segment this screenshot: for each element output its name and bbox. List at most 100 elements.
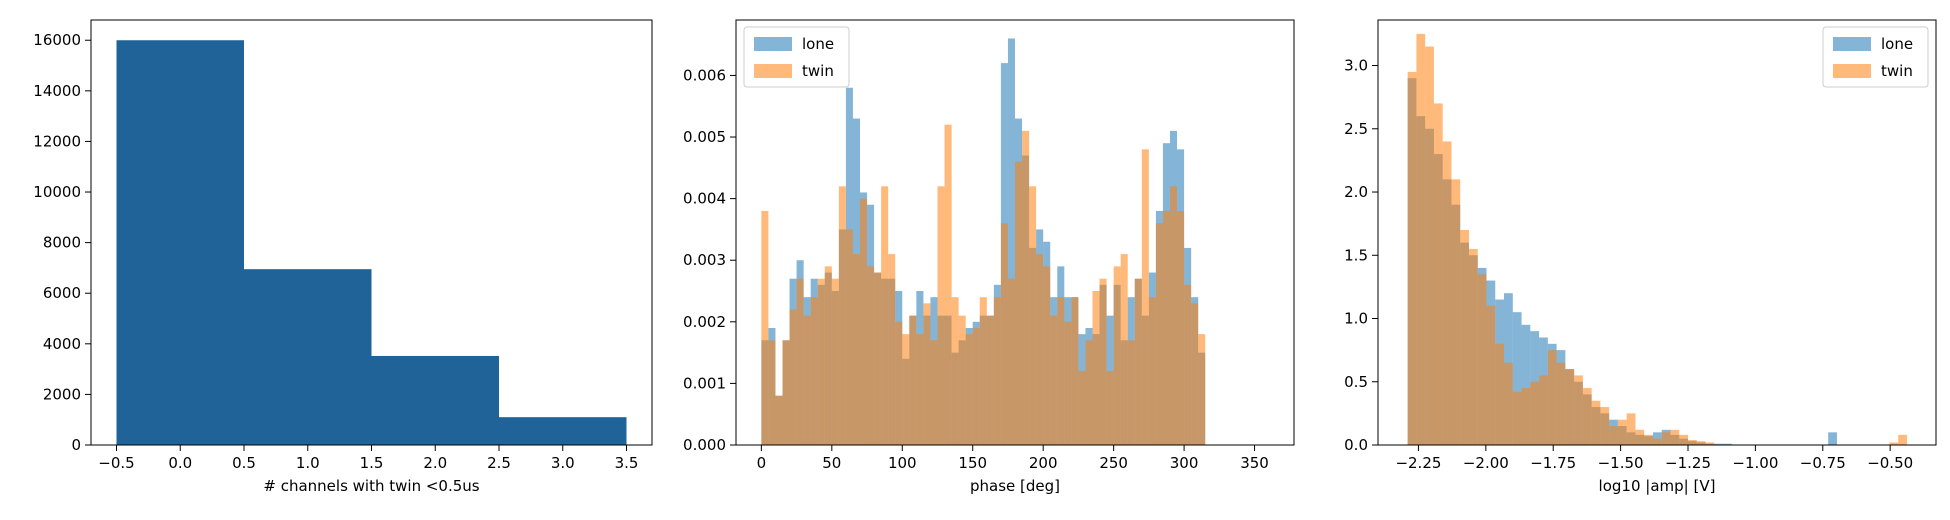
phase-bar-twin — [852, 254, 860, 445]
phase-bar-twin — [951, 297, 959, 445]
phase-bar-lone — [1007, 38, 1015, 445]
phase-bar-twin — [782, 340, 790, 445]
phase-bar-twin — [1085, 340, 1093, 445]
amplitude-legend-label-twin: twin — [1881, 62, 1913, 80]
phase-bar-twin — [1057, 297, 1065, 445]
phase-x-axis: 0 50 100 150 200 250 300 350 — [757, 445, 1269, 472]
phase-bar-twin — [817, 278, 825, 445]
phase-bar-twin — [1007, 278, 1015, 445]
phase-bar-twin — [1198, 334, 1206, 445]
phase-y-tick-label: 0.004 — [683, 190, 726, 208]
phase-legend-label-twin: twin — [802, 62, 834, 80]
phase-bar-twin — [1092, 291, 1100, 445]
phase-y-tick-label: 0.005 — [683, 128, 726, 146]
phase-bar-twin — [1127, 340, 1135, 445]
phase-x-tick-label: 50 — [822, 454, 841, 472]
amplitude-x-axis-label: log10 |amp| [V] — [1599, 477, 1716, 495]
phase-bar-twin — [860, 198, 868, 445]
amplitude-bar-lone — [1521, 324, 1531, 445]
phase-y-tick-label: 0.002 — [683, 313, 726, 331]
panel-amplitude: −2.25 −2.00 −1.75 −1.50 −1.25 −1.00 −0.75 −0.50… — [1344, 19, 1937, 495]
channel-count-y-tick-label: 4000 — [43, 335, 81, 353]
amplitude-bar-twin — [1477, 274, 1487, 445]
amplitude-y-tick-label: 0.0 — [1344, 436, 1368, 454]
channel-count-x-tick-label: −0.5 — [98, 454, 134, 472]
amplitude-y-tick-label: 2.5 — [1344, 120, 1368, 138]
amplitude-legend-swatch-lone — [1833, 37, 1871, 51]
phase-x-tick-label: 150 — [958, 454, 987, 472]
amplitude-bar-lone — [1828, 432, 1837, 445]
amplitude-bar-twin — [1460, 229, 1469, 445]
phase-bar-twin — [944, 124, 952, 445]
channel-count-x-tick-label: 2.0 — [423, 454, 447, 472]
channel-count-y-tick-label: 0 — [71, 436, 81, 454]
phase-bar-twin — [831, 278, 839, 445]
channel-count-y-axis: 0 2000 4000 6000 8000 10000 12000 14000 16000 — [33, 31, 91, 454]
phase-bar-twin — [902, 334, 910, 445]
amplitude-bar-twin — [1433, 103, 1443, 445]
phase-bar-twin — [1036, 254, 1044, 445]
phase-bar-twin — [930, 340, 938, 445]
amplitude-x-axis: −2.25 −2.00 −1.75 −1.50 −1.25 −1.00 −0.75 −0.50 — [1395, 445, 1913, 472]
amplitude-bar-twin — [1407, 71, 1417, 446]
amplitude-bar-twin — [1556, 362, 1566, 445]
amplitude-bar-twin — [1600, 407, 1610, 445]
phase-bar-twin — [895, 321, 903, 445]
phase-bar-twin — [824, 266, 832, 445]
amplitude-bar-twin — [1442, 141, 1452, 445]
phase-bar-twin — [775, 395, 783, 445]
amplitude-bar-twin — [1582, 388, 1592, 445]
amplitude-bar-twin — [1425, 46, 1434, 445]
panel-channel-count: −0.5 0.0 0.5 1.0 1.5 2.0 2.5 3.0 3.5 0 2000 4000 60… — [33, 19, 653, 495]
phase-y-tick-label: 0.000 — [683, 436, 726, 454]
phase-bar-twin — [1177, 210, 1185, 445]
phase-plot-area — [761, 38, 1206, 446]
phase-bar-twin — [1148, 297, 1156, 445]
phase-y-tick-label: 0.003 — [683, 251, 726, 269]
phase-x-tick-label: 0 — [757, 454, 767, 472]
channel-count-bar — [244, 269, 372, 445]
phase-bar-twin — [1022, 130, 1030, 445]
amplitude-y-tick-label: 1.5 — [1344, 246, 1368, 264]
phase-bar-twin — [874, 272, 882, 445]
phase-x-tick-label: 300 — [1170, 454, 1199, 472]
phase-y-axis: 0.000 0.001 0.002 0.003 0.004 0.005 0.006 — [683, 66, 736, 454]
amplitude-bar-twin — [1521, 388, 1531, 445]
amplitude-x-tick-label: −0.75 — [1800, 454, 1846, 472]
amplitude-bar-twin — [1504, 362, 1513, 445]
phase-bar-twin — [1050, 315, 1058, 445]
phase-x-tick-label: 350 — [1240, 454, 1269, 472]
phase-bar-twin — [881, 186, 889, 445]
phase-x-tick-label: 250 — [1099, 454, 1128, 472]
amplitude-legend-swatch-twin — [1833, 64, 1871, 78]
phase-bar-twin — [838, 186, 846, 445]
phase-bar-twin — [1000, 223, 1008, 445]
amplitude-bar-twin — [1609, 426, 1618, 445]
phase-bar-twin — [761, 210, 769, 445]
phase-bar-twin — [1029, 186, 1037, 445]
phase-bar-twin — [916, 334, 924, 445]
amplitude-bar-twin — [1696, 441, 1706, 445]
channel-count-x-axis-label: # channels with twin <0.5us — [263, 477, 479, 495]
channel-count-x-tick-label: 3.5 — [615, 454, 639, 472]
channel-count-x-tick-label: 1.0 — [296, 454, 320, 472]
phase-bar-twin — [1120, 254, 1128, 445]
phase-bar-twin — [796, 278, 804, 445]
amplitude-y-axis: 0.0 0.5 1.0 1.5 2.0 2.5 3.0 — [1344, 57, 1378, 454]
phase-legend: lone twin — [743, 26, 850, 88]
channel-count-x-tick-label: 3.0 — [551, 454, 575, 472]
amplitude-bar-twin — [1626, 413, 1636, 445]
amplitude-bar-twin — [1565, 369, 1575, 445]
amplitude-bar-twin — [1547, 350, 1557, 445]
amplitude-bar-twin — [1451, 179, 1461, 445]
phase-bar-twin — [1184, 284, 1192, 445]
channel-count-y-tick-label: 8000 — [43, 234, 81, 252]
amplitude-x-tick-label: −1.00 — [1732, 454, 1778, 472]
amplitude-bar-twin — [1889, 442, 1899, 445]
amplitude-bar-twin — [1670, 429, 1680, 445]
phase-legend-label-lone: lone — [802, 35, 834, 53]
phase-bar-twin — [803, 315, 811, 445]
amplitude-bar-twin — [1898, 434, 1908, 445]
channel-count-bar — [371, 355, 499, 445]
phase-bar-twin — [1043, 266, 1051, 445]
